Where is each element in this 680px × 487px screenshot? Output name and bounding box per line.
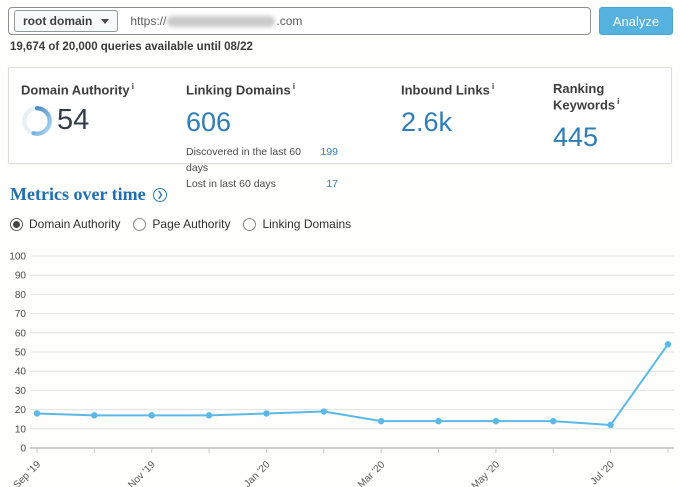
radio-icon <box>243 217 257 231</box>
inbound-links-label: Inbound Links i <box>401 81 495 98</box>
radio-icon <box>10 217 23 231</box>
svg-text:20: 20 <box>15 405 27 416</box>
metrics-over-time-header: Metrics over time ❯ <box>10 184 167 205</box>
svg-text:Jul '20: Jul '20 <box>589 459 617 487</box>
svg-text:May '20: May '20 <box>470 459 503 487</box>
info-icon[interactable]: i <box>491 81 495 91</box>
svg-text:Mar '20: Mar '20 <box>356 459 387 487</box>
svg-text:100: 100 <box>9 252 26 263</box>
discovered-row: Discovered in the last 60 days 199 <box>186 146 338 175</box>
ranking-keywords-card: Ranking Keywords i 445 <box>553 81 671 151</box>
domain-authority-label: Domain Authority i <box>21 81 134 98</box>
svg-text:40: 40 <box>15 367 27 378</box>
domain-authority-gauge <box>22 106 52 136</box>
inbound-links-value: 2.6k <box>401 107 453 138</box>
analyze-button[interactable]: Analyze <box>599 7 673 35</box>
linking-domains-value: 606 <box>186 107 232 138</box>
scope-dropdown-label: root domain <box>23 14 93 28</box>
query-quota-text: 19,674 of 20,000 queries available until… <box>10 41 253 53</box>
inbound-links-card: Inbound Links i 2.6k <box>401 81 494 136</box>
info-icon[interactable]: i <box>617 96 620 106</box>
domain-authority-card: Domain Authority i 54 <box>21 81 134 137</box>
metric-radio-group: Domain Authority Page Authority Linking … <box>10 217 351 231</box>
chevron-right-circle-icon[interactable]: ❯ <box>152 188 167 202</box>
svg-text:Jan '20: Jan '20 <box>242 459 273 487</box>
section-title: Metrics over time <box>10 184 146 204</box>
info-icon[interactable]: i <box>131 81 134 91</box>
svg-text:70: 70 <box>15 309 27 320</box>
lost-row: Lost in last 60 days 17 <box>186 178 338 191</box>
svg-text:30: 30 <box>15 386 27 397</box>
url-prefix: https:// <box>130 14 167 28</box>
linking-domains-subrows: Discovered in the last 60 days 199 Lost … <box>186 144 338 192</box>
svg-text:90: 90 <box>15 271 27 282</box>
chevron-down-icon <box>101 18 110 24</box>
svg-text:Nov '19: Nov '19 <box>126 459 158 487</box>
da-gauge-arc <box>22 106 52 136</box>
radio-page-authority[interactable]: Page Authority <box>133 217 230 231</box>
radio-icon <box>133 217 147 231</box>
metrics-summary-panel: Domain Authority i 54 Linkin <box>8 67 672 190</box>
svg-text:80: 80 <box>15 290 27 301</box>
domain-authority-value: 54 <box>57 104 90 137</box>
linking-domains-card: Linking Domains i 606 Discovered in the l… <box>186 81 338 192</box>
ranking-keywords-value: 445 <box>553 122 599 153</box>
svg-text:0: 0 <box>20 444 26 455</box>
svg-text:60: 60 <box>15 328 27 339</box>
radio-domain-authority[interactable]: Domain Authority <box>10 217 120 231</box>
metrics-chart: 0 10 20 30 40 50 60 70 80 90 100 Sep '19 Nov '19 Jan … <box>9 252 674 487</box>
redacted-domain <box>167 15 276 27</box>
domain-authority-value-row: 54 <box>21 104 134 137</box>
url-search-bar[interactable]: root domain https:// .com <box>8 7 591 35</box>
ranking-keywords-label: Ranking Keywords i <box>553 81 620 113</box>
info-icon[interactable]: i <box>292 81 296 91</box>
svg-text:50: 50 <box>15 348 27 359</box>
linking-domains-label: Linking Domains i <box>186 81 296 98</box>
svg-text:10: 10 <box>15 424 27 435</box>
scope-dropdown[interactable]: root domain <box>14 10 119 32</box>
svg-text:Sep '19: Sep '19 <box>12 459 44 487</box>
url-suffix: .com <box>276 14 303 28</box>
radio-linking-domains[interactable]: Linking Domains <box>243 217 351 231</box>
url-input[interactable]: https:// .com <box>130 14 590 28</box>
